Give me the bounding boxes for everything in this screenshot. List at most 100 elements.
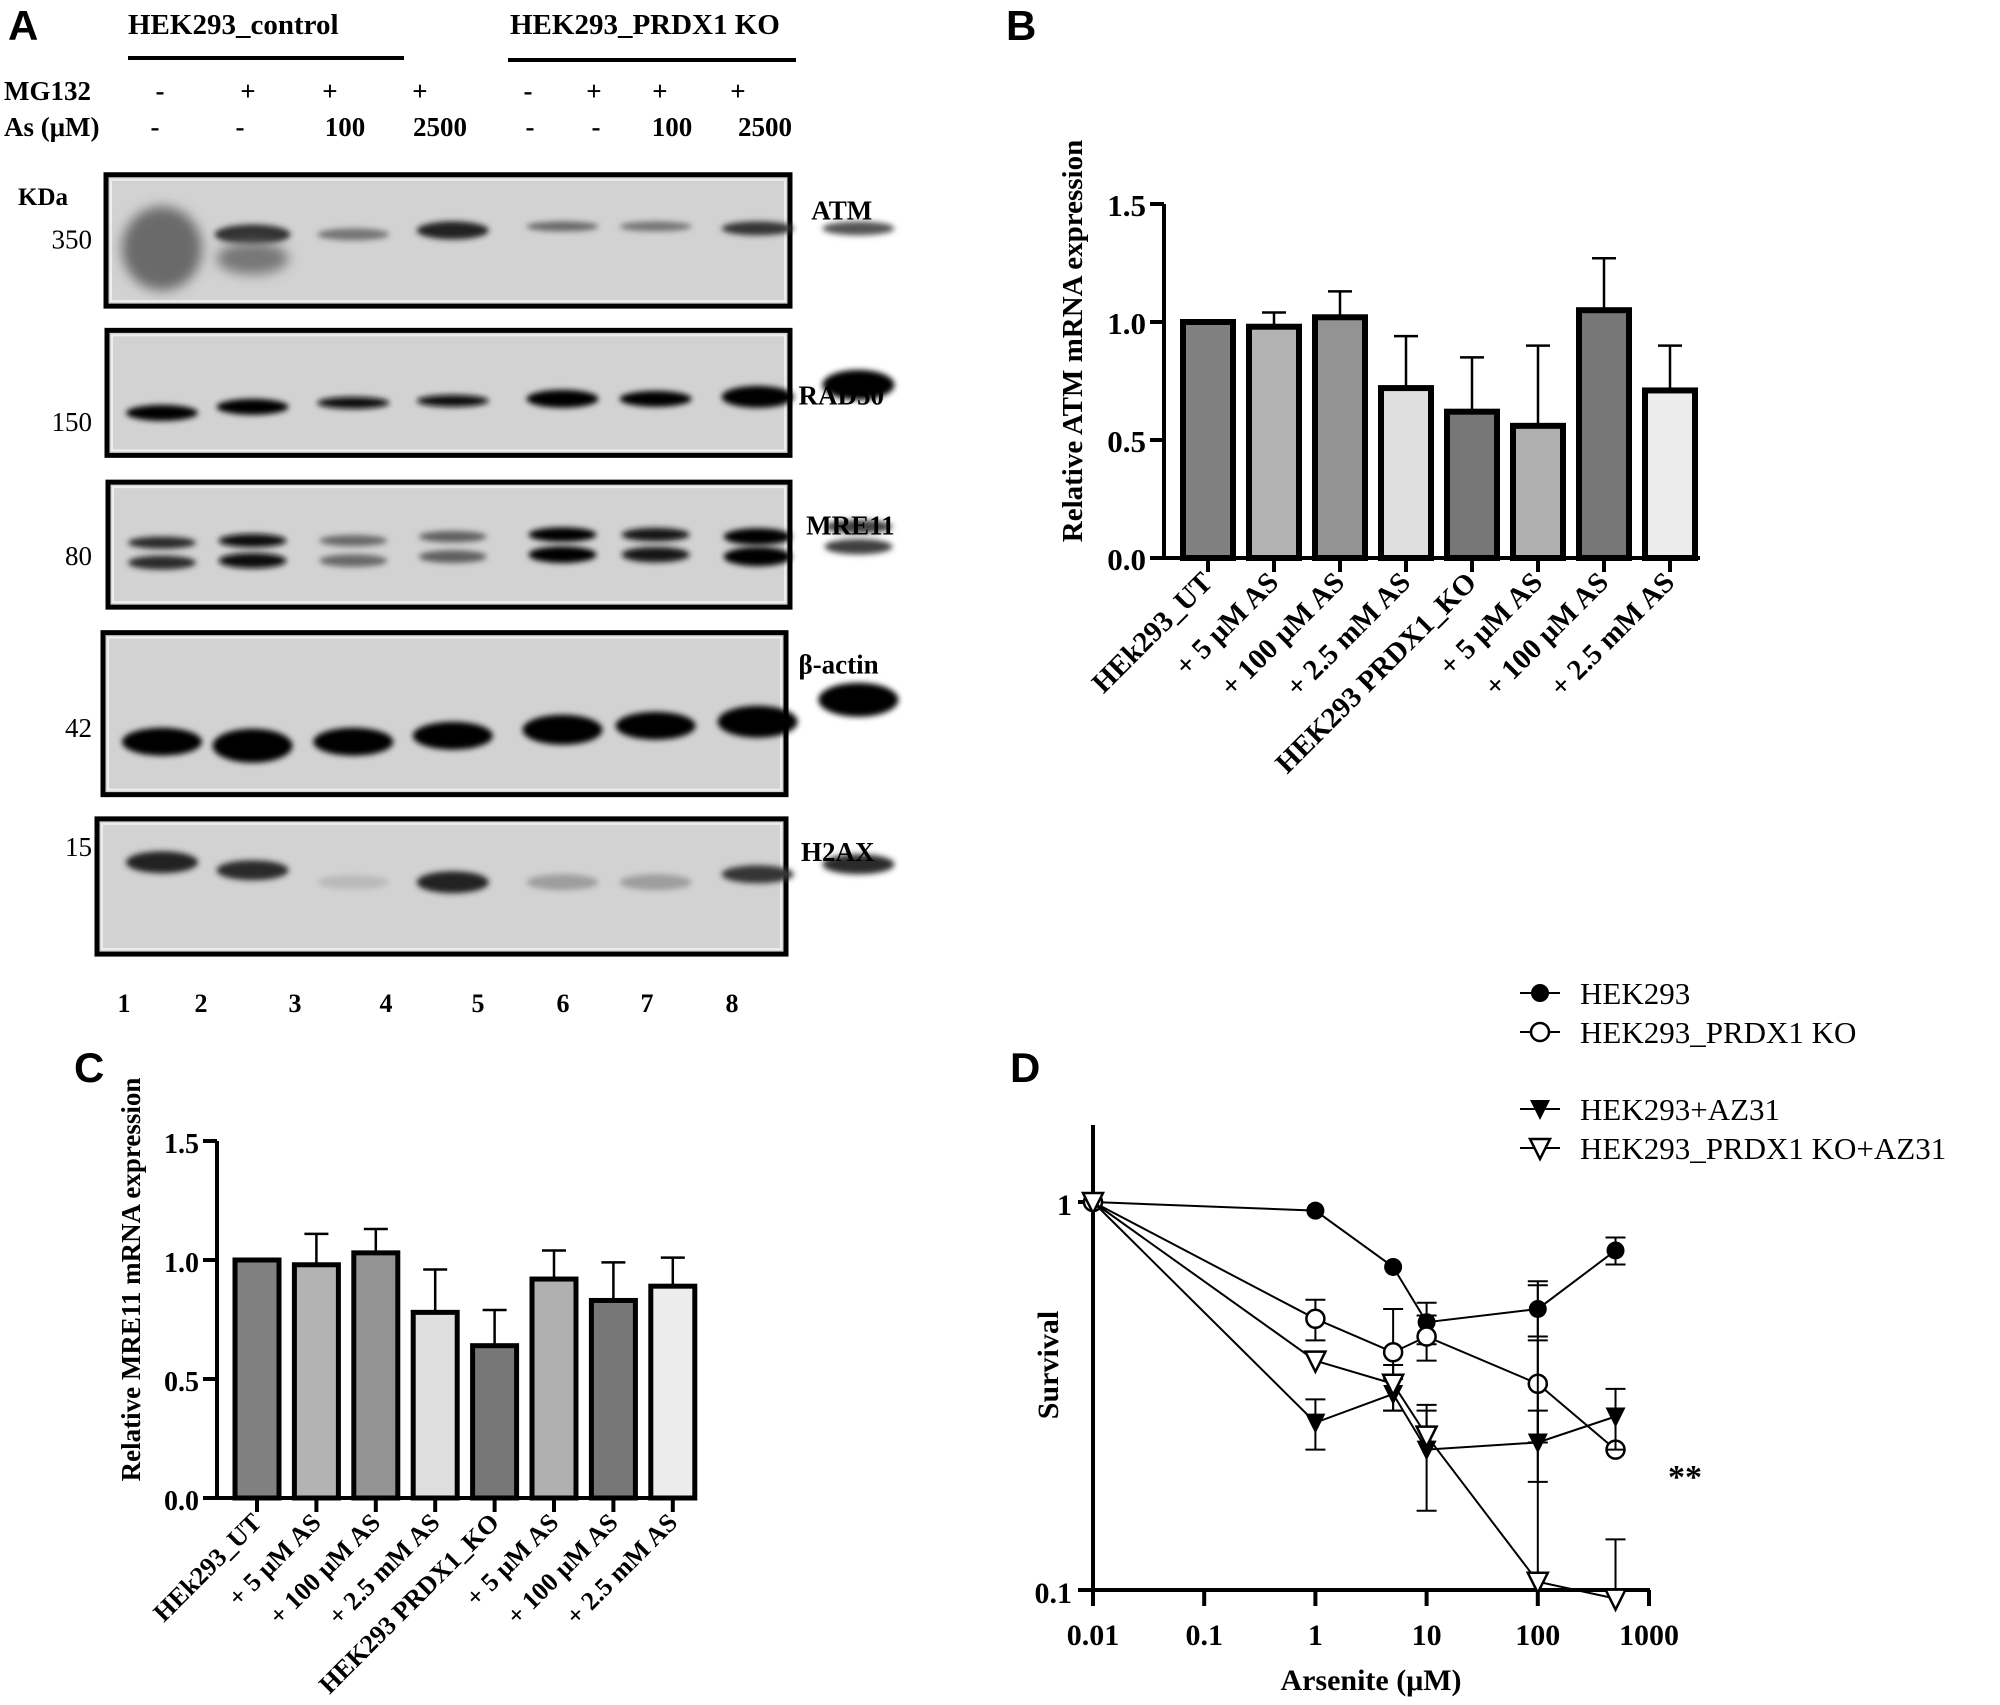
bar: [1576, 307, 1632, 562]
legend: HEK293 HEK293_PRDX1 KO HEK293+AZ31 HEK293_P…: [1520, 976, 1946, 1166]
mg132-value: +: [412, 76, 427, 106]
bar: [410, 1309, 460, 1501]
y-tick-label: 1: [1057, 1189, 1072, 1222]
kda-marker: 15: [65, 832, 92, 862]
panel-d-survival-chart: 1 0.1 0.01 0.1 1 10 100 1000 Arsenite (μM) Surviv…: [1032, 976, 1946, 1697]
y-tick-label: 0.5: [164, 1367, 199, 1398]
group-bar-ko: [508, 58, 796, 62]
lane-number: 1: [118, 989, 131, 1018]
group-label-ko: HEK293_PRDX1 KO: [510, 9, 780, 41]
y-tick-label: 1.5: [164, 1129, 199, 1160]
bar: [529, 1276, 579, 1501]
arsenite-value: 100: [325, 112, 366, 142]
protein-label: RAD50: [798, 380, 884, 410]
mg132-value: -: [524, 76, 533, 106]
row-label-arsenite: As (μM): [4, 112, 100, 142]
lane-number: 8: [726, 989, 739, 1018]
series-hek293-prdx1-ko-az31: [1080, 1191, 1628, 1613]
panel-letter: A: [8, 2, 38, 49]
kda-marker: 80: [65, 541, 92, 571]
lane-number: 7: [641, 989, 654, 1018]
bar: [588, 1297, 638, 1501]
arsenite-value: -: [151, 112, 160, 142]
bar: [470, 1343, 520, 1501]
bar: [1510, 422, 1566, 561]
arsenite-value: 2500: [738, 112, 792, 142]
kda-marker: 350: [52, 225, 93, 255]
bar: [1312, 314, 1368, 561]
panel-b-bar-chart: 0.0 0.5 1.0 1.5 Relative ATM mRNA expression…: [1057, 140, 1700, 780]
panel-a-western-blot: HEK293_control HEK293_PRDX1 KO MG132 As (μM…: [4, 9, 899, 1018]
y-tick-label: 1.0: [1107, 306, 1146, 341]
panel-c-bar-chart: 0.0 0.5 1.0 1.5 Relative MRE11 mRNA expressi…: [116, 1078, 698, 1699]
protein-label: β-actin: [798, 649, 878, 679]
arsenite-value: 2500: [413, 112, 467, 142]
legend-label: HEK293: [1580, 976, 1690, 1011]
panel-letter: D: [1010, 1044, 1040, 1091]
bar: [291, 1262, 341, 1501]
lane-number: 6: [557, 989, 570, 1018]
legend-label: HEK293_PRDX1 KO+AZ31: [1580, 1131, 1946, 1166]
x-tick-label: 10: [1412, 1619, 1442, 1652]
bar: [648, 1283, 698, 1501]
row-label-mg132: MG132: [4, 76, 91, 106]
significance-marker: **: [1668, 1459, 1702, 1496]
kda-marker: 42: [65, 713, 92, 743]
lane-number: 4: [380, 989, 393, 1018]
x-tick-label: 0.1: [1185, 1619, 1223, 1652]
y-axis-label: Relative MRE11 mRNA expression: [116, 1078, 146, 1482]
arsenite-value: -: [592, 112, 601, 142]
protein-label: H2AX: [801, 837, 875, 867]
arsenite-value: -: [236, 112, 245, 142]
legend-label: HEK293+AZ31: [1580, 1092, 1780, 1127]
bar: [1378, 385, 1434, 561]
y-tick-label: 1.0: [164, 1248, 199, 1279]
mg132-value: +: [652, 76, 667, 106]
protein-label: ATM: [811, 195, 872, 225]
legend-label: HEK293_PRDX1 KO: [1580, 1015, 1856, 1050]
panel-letter: B: [1006, 2, 1036, 49]
y-tick-label: 0.0: [164, 1486, 199, 1517]
blot-h2ax: [94, 816, 895, 957]
group-bar-control: [128, 56, 404, 60]
bar: [351, 1250, 401, 1501]
y-tick-label: 0.0: [1107, 542, 1146, 577]
y-tick-label: 1.5: [1107, 188, 1146, 223]
mg132-value: +: [240, 76, 255, 106]
blot-rad50: [104, 327, 895, 458]
mg132-value: +: [730, 76, 745, 106]
x-tick-label: 100: [1515, 1619, 1560, 1652]
blot-atm: [103, 172, 895, 309]
kda-label: KDa: [18, 184, 69, 211]
lane-number: 5: [472, 989, 485, 1018]
x-axis-label: Arsenite (μM): [1280, 1664, 1461, 1697]
x-tick-label: 0.01: [1067, 1619, 1120, 1652]
bar: [232, 1257, 282, 1501]
kda-marker: 150: [52, 407, 93, 437]
panel-letter: C: [74, 1044, 104, 1091]
bar: [1642, 387, 1698, 561]
y-tick-label: 0.5: [1107, 424, 1146, 459]
group-label-control: HEK293_control: [128, 9, 339, 41]
x-tick-label: 1: [1308, 1619, 1323, 1652]
y-tick-label: 0.1: [1035, 1577, 1073, 1610]
bar: [1444, 408, 1500, 561]
series-hek293-prdx1-ko: [1082, 1191, 1626, 1460]
bar: [1180, 319, 1236, 561]
mg132-value: +: [322, 76, 337, 106]
arsenite-value: -: [526, 112, 535, 142]
series-hek293: [1084, 1193, 1626, 1346]
blot-mre11: [105, 479, 893, 610]
blot-actin: [100, 630, 899, 798]
y-axis-label: Survival: [1032, 1311, 1065, 1419]
lane-number: 3: [289, 989, 302, 1018]
arsenite-value: 100: [652, 112, 693, 142]
bar: [1246, 323, 1302, 561]
mg132-value: +: [586, 76, 601, 106]
x-tick-label: 1000: [1619, 1619, 1679, 1652]
series-hek293-az31: [1083, 1193, 1626, 1512]
y-axis-label: Relative ATM mRNA expression: [1057, 140, 1089, 542]
mg132-value: -: [156, 76, 165, 106]
lane-number: 2: [195, 989, 208, 1018]
